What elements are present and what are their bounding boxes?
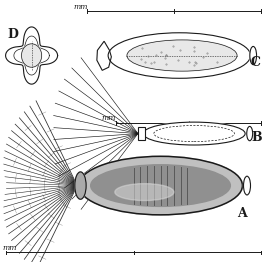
Text: B: B	[252, 131, 262, 144]
Text: D: D	[7, 28, 18, 41]
Polygon shape	[6, 27, 58, 84]
Bar	[138, 127, 145, 140]
Ellipse shape	[247, 127, 253, 141]
Ellipse shape	[79, 156, 242, 215]
Ellipse shape	[143, 122, 245, 145]
Ellipse shape	[22, 44, 42, 67]
Text: A: A	[237, 207, 247, 220]
Ellipse shape	[75, 172, 86, 199]
Ellipse shape	[244, 176, 251, 195]
Ellipse shape	[108, 33, 251, 78]
Ellipse shape	[91, 165, 230, 206]
Text: mm: mm	[73, 3, 88, 11]
Ellipse shape	[127, 40, 237, 71]
Text: mm: mm	[2, 244, 16, 252]
Ellipse shape	[115, 184, 174, 200]
Ellipse shape	[250, 47, 256, 65]
Text: mm: mm	[102, 114, 116, 122]
Text: C: C	[251, 56, 261, 69]
